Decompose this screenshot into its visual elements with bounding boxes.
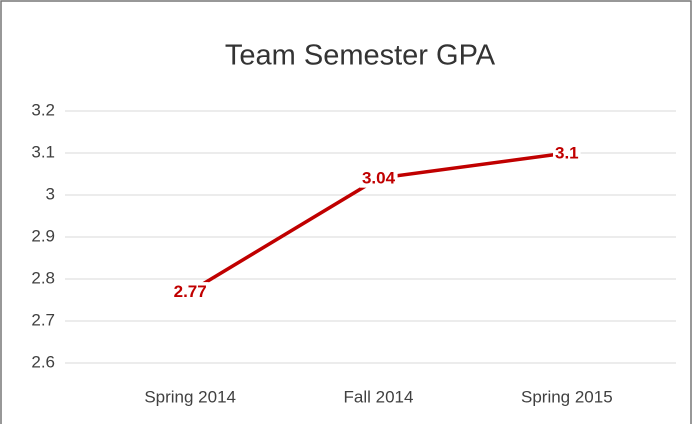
data-label-bg: [171, 282, 209, 302]
y-tick-label: 2.7: [31, 310, 55, 329]
data-label-bg: [553, 143, 581, 163]
x-tick-label: Spring 2015: [521, 387, 613, 406]
data-label: 2.77: [174, 282, 207, 301]
y-tick-label: 2.6: [31, 352, 55, 371]
y-tick-label: 3.1: [31, 142, 55, 161]
y-tick-label: 2.9: [31, 226, 55, 245]
y-tick-label: 3.2: [31, 100, 55, 119]
x-tick-label: Spring 2014: [144, 387, 236, 406]
y-tick-label: 2.8: [31, 268, 55, 287]
data-label: 3.1: [555, 143, 579, 162]
data-label: 3.04: [362, 169, 396, 188]
y-tick-label: 3: [46, 184, 55, 203]
data-label-bg: [359, 168, 398, 188]
x-tick-label: Fall 2014: [344, 387, 414, 406]
chart-title: Team Semester GPA: [225, 40, 496, 72]
